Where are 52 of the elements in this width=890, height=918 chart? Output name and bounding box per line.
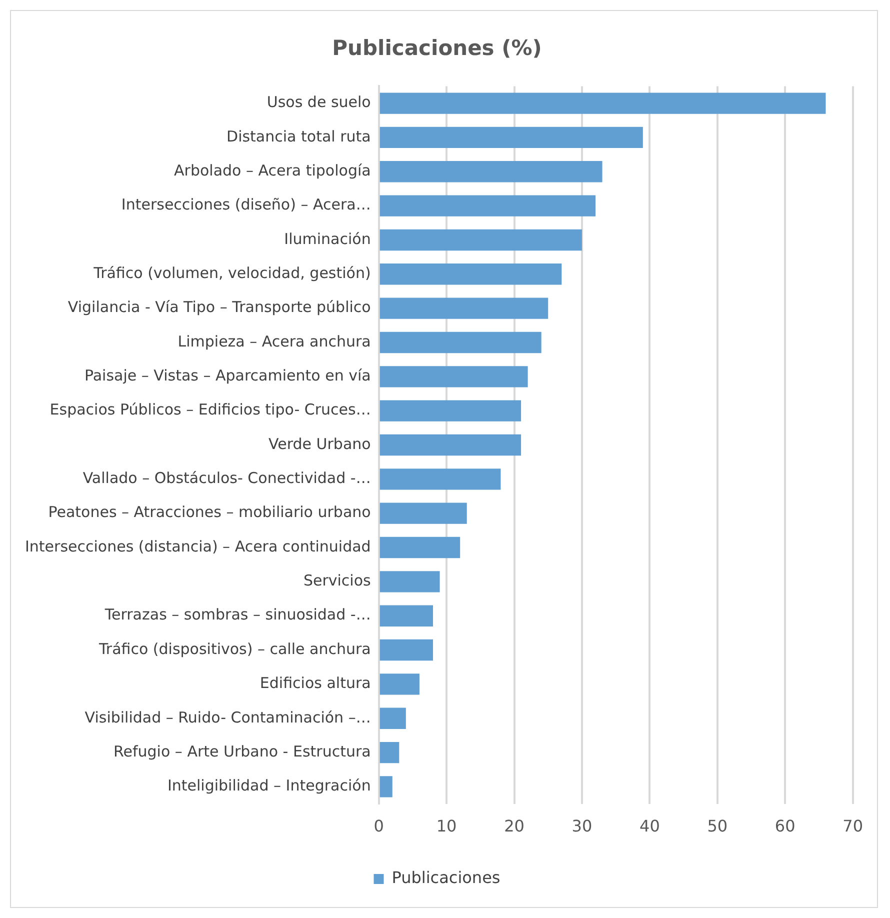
bar — [380, 400, 522, 422]
y-tick-label: Peatones – Atracciones – mobiliario urbano — [48, 503, 371, 522]
x-tick-label: 50 — [707, 816, 728, 836]
y-tick-label: Paisaje – Vistas – Aparcamiento en vía — [84, 366, 371, 385]
bar — [380, 468, 501, 490]
x-tick-label: 70 — [842, 816, 863, 836]
bar — [380, 434, 522, 456]
y-tick-label: Usos de suelo — [266, 93, 371, 112]
y-tick-label: Vallado – Obstáculos- Conectividad -… — [82, 469, 371, 488]
y-tick-label: Intersecciones (distancia) – Acera continuidad — [24, 537, 371, 556]
y-tick-label: Terrazas – sombras – sinuosidad -… — [104, 606, 371, 624]
bar — [380, 264, 562, 285]
bar — [380, 92, 826, 114]
x-tick-label: 40 — [640, 816, 660, 836]
bar — [380, 639, 434, 661]
y-tick-label: Verde Urbano — [268, 434, 371, 453]
legend-label: Publicaciones — [392, 868, 500, 888]
bar — [380, 776, 392, 798]
y-tick-label: Iluminación — [284, 230, 371, 248]
x-tick-label: 30 — [572, 816, 592, 836]
bar — [380, 571, 440, 592]
bar — [380, 502, 467, 524]
y-tick-label: Edificios altura — [260, 674, 371, 692]
bar — [380, 708, 406, 729]
bar — [380, 161, 602, 182]
y-tick-label: Arbolado – Acera tipología — [174, 162, 371, 180]
bar — [380, 742, 400, 764]
x-tick-label: 0 — [374, 816, 384, 836]
x-tick-label: 20 — [504, 816, 524, 836]
bar — [380, 229, 582, 251]
y-tick-label: Intersecciones (diseño) – Acera… — [121, 196, 371, 214]
bar — [380, 126, 643, 148]
bar — [380, 605, 434, 626]
bar — [380, 195, 596, 216]
chart-title: Publicaciones (%) — [332, 36, 542, 60]
bar — [380, 674, 420, 695]
x-tick-label: 10 — [436, 816, 457, 836]
y-tick-label: Vigilancia - Vía Tipo – Transporte público — [68, 298, 371, 316]
y-tick-label: Visibilidad – Ruido- Contaminación –… — [84, 708, 371, 726]
y-tick-label: Refugio – Arte Urbano - Estructura — [114, 742, 371, 760]
bar — [380, 298, 548, 319]
y-tick-label: Distancia total ruta — [226, 127, 371, 146]
y-tick-label: Servicios — [303, 572, 372, 590]
bar — [380, 332, 542, 354]
y-tick-label: Espacios Públicos – Edificios tipo- Cruces… — [50, 400, 371, 419]
y-tick-label: Inteligibilidad – Integración — [167, 776, 371, 795]
y-tick-label: Tráfico (volumen, velocidad, gestión) — [92, 264, 371, 282]
bar — [380, 366, 528, 388]
y-tick-label: Tráfico (dispositivos) – calle anchura — [98, 640, 371, 658]
x-tick-label: 60 — [774, 816, 796, 836]
bar — [380, 536, 460, 558]
y-tick-label: Limpieza – Acera anchura — [178, 332, 371, 350]
